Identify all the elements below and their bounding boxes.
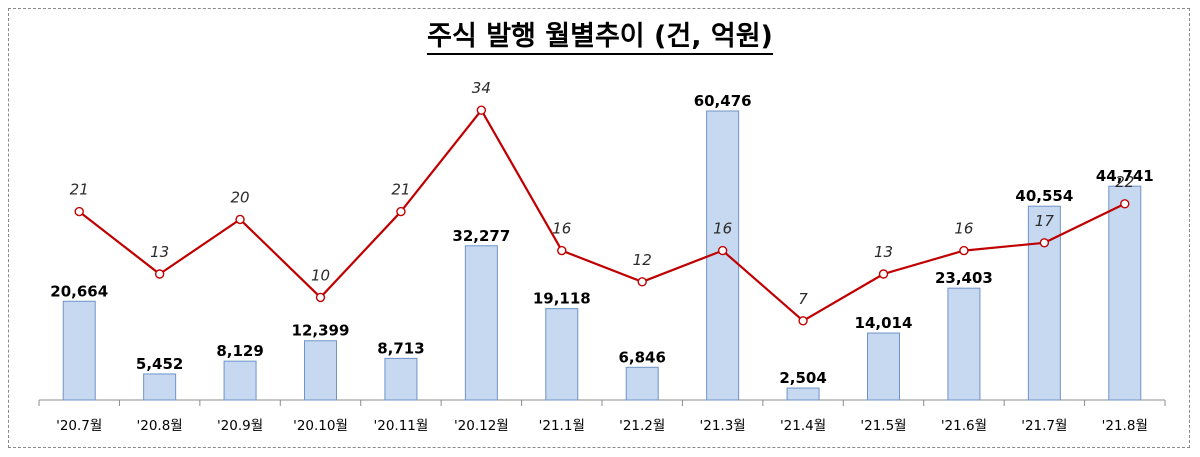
line-value-label: 34 <box>472 79 491 97</box>
line-value-label: 21 <box>70 181 89 199</box>
x-tick-label: '20.7월 <box>56 418 102 434</box>
line-value-label: 17 <box>1035 212 1055 230</box>
line-value-label: 12 <box>633 251 652 269</box>
line-point-0 <box>74 206 84 217</box>
line-point-10 <box>878 269 889 279</box>
bar-value-label: 14,014 <box>855 314 913 332</box>
line-point-3 <box>315 292 326 303</box>
bar-value-label: 44,741 <box>1096 167 1154 185</box>
line-point-7 <box>637 277 647 287</box>
line-value-label: 13 <box>150 243 169 261</box>
bar-12 <box>1027 205 1061 401</box>
line-point-12 <box>1039 238 1050 248</box>
bar-value-label: 6,846 <box>618 348 665 366</box>
bar-2 <box>223 360 257 401</box>
x-tick-label: '20.8월 <box>137 418 183 434</box>
x-tick-label: '20.10월 <box>293 418 348 434</box>
line-value-label: 10 <box>311 266 330 284</box>
bar-7 <box>625 366 659 401</box>
bar-value-label: 8,129 <box>216 342 263 360</box>
line-point-11 <box>959 245 969 256</box>
bar-5 <box>464 245 498 401</box>
line-value-label: 16 <box>552 220 571 238</box>
bar-value-label: 23,403 <box>935 269 993 287</box>
x-tick-label: '20.9월 <box>217 418 263 434</box>
bar-0 <box>62 300 96 401</box>
line-point-4 <box>396 206 406 217</box>
bar-3 <box>304 340 337 401</box>
line-point-2 <box>235 214 245 225</box>
line-value-label: 16 <box>713 220 732 238</box>
x-tick-label: '20.12월 <box>454 418 509 434</box>
count-line <box>78 109 1126 322</box>
chart-frame <box>8 8 1190 448</box>
bar-value-label: 40,554 <box>1015 187 1073 205</box>
x-tick-label: '21.1월 <box>539 418 585 434</box>
line-point-9 <box>798 316 808 326</box>
bar-9 <box>786 387 820 401</box>
line-point-1 <box>154 269 165 279</box>
line-value-label: 20 <box>231 188 250 206</box>
line-point-8 <box>717 245 728 256</box>
line-point-5 <box>476 105 487 115</box>
bar-6 <box>545 308 579 401</box>
x-tick-label: '21.5월 <box>860 418 906 434</box>
line-value-label: 21 <box>391 181 410 199</box>
bar-value-label: 8,713 <box>377 339 424 357</box>
line-point-6 <box>557 245 567 256</box>
bar-11 <box>947 287 981 401</box>
x-tick-label: '20.11월 <box>374 418 429 434</box>
line-value-label: 13 <box>874 243 893 261</box>
bar-value-label: 12,399 <box>292 322 350 340</box>
bar-13 <box>1108 185 1142 401</box>
line-value-label: 16 <box>954 220 973 238</box>
bar-1 <box>143 373 177 401</box>
x-tick-label: '21.8월 <box>1102 418 1148 434</box>
bar-4 <box>384 357 418 401</box>
bar-10 <box>867 332 900 401</box>
x-tick-label: '21.2월 <box>619 418 665 434</box>
bar-value-label: 20,664 <box>50 282 108 300</box>
bar-value-label: 5,452 <box>136 355 183 373</box>
x-tick-label: '21.7월 <box>1021 418 1067 434</box>
bar-value-label: 2,504 <box>779 369 826 387</box>
x-tick-label: '21.4월 <box>780 418 826 434</box>
line-value-label: 7 <box>798 290 808 308</box>
line-value-label: 22 <box>1115 173 1134 191</box>
bar-value-label: 32,277 <box>452 227 510 245</box>
x-tick-label: '21.3월 <box>700 418 746 434</box>
bar-value-label: 60,476 <box>694 92 752 110</box>
chart-title: 주식 발행 월별추이 (건, 억원) <box>0 14 1200 55</box>
bar-value-label: 19,118 <box>533 290 591 308</box>
chart-title-text: 주식 발행 월별추이 (건, 억원) <box>427 21 773 55</box>
x-tick-label: '21.6월 <box>941 418 987 434</box>
line-point-13 <box>1120 199 1130 209</box>
